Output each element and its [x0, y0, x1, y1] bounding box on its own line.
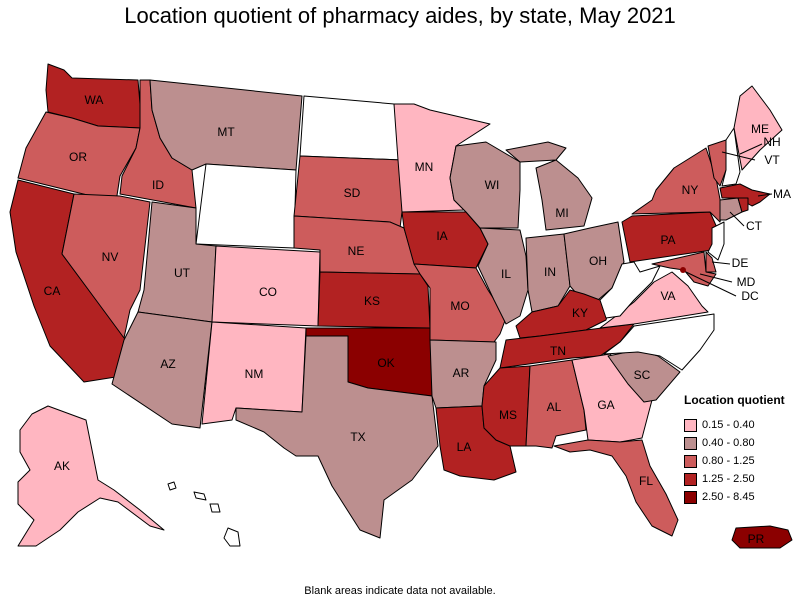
- state-label-ne: NE: [348, 244, 365, 258]
- map-title: Location quotient of pharmacy aides, by …: [124, 3, 676, 28]
- state-label-ia: IA: [436, 229, 447, 243]
- state-label-ky: KY: [572, 306, 588, 320]
- state-label-mo: MO: [450, 299, 469, 313]
- label-leaders: [685, 143, 773, 297]
- state-label-az: AZ: [160, 357, 175, 371]
- legend-swatch: [684, 436, 697, 450]
- state-label-il: IL: [501, 267, 511, 281]
- state-label-ar: AR: [453, 366, 470, 380]
- legend-swatch: [684, 472, 697, 486]
- state-label-fl: FL: [639, 474, 653, 488]
- legend-label: 0.40 - 0.80: [702, 437, 755, 449]
- legend-label: 2.50 - 8.45: [702, 491, 755, 503]
- state-label-pr: PR: [748, 532, 765, 546]
- state-ma[interactable]: [719, 183, 771, 207]
- legend-label: 0.15 - 0.40: [702, 419, 755, 431]
- state-label-ga: GA: [597, 398, 614, 412]
- state-il[interactable]: [477, 227, 529, 325]
- state-label-pa: PA: [660, 233, 675, 247]
- state-label-id: ID: [152, 178, 164, 192]
- state-label-in: IN: [544, 265, 556, 279]
- legend-swatch: [684, 418, 697, 432]
- state-label-nv: NV: [102, 250, 119, 264]
- state-vt[interactable]: [707, 139, 727, 187]
- state-label-md: MD: [737, 275, 756, 289]
- state-ak[interactable]: [17, 405, 165, 547]
- state-label-wa: WA: [85, 93, 104, 107]
- state-mo[interactable]: [413, 263, 507, 343]
- legend-item: 0.15 - 0.40: [684, 417, 800, 433]
- state-nj[interactable]: [707, 221, 725, 261]
- state-label-tn: TN: [550, 344, 566, 358]
- state-de[interactable]: [705, 251, 717, 273]
- state-fl[interactable]: [553, 439, 679, 537]
- state-label-me: ME: [751, 122, 769, 136]
- state-label-nm: NM: [245, 367, 264, 381]
- state-label-de: DE: [732, 256, 749, 270]
- state-nc[interactable]: [603, 313, 715, 371]
- state-nv[interactable]: [61, 193, 151, 339]
- state-label-la: LA: [457, 440, 472, 454]
- state-or[interactable]: [17, 111, 141, 203]
- legend-label: 0.80 - 1.25: [702, 455, 755, 467]
- state-label-sd: SD: [344, 186, 361, 200]
- legend-title: Location quotient: [684, 393, 785, 407]
- state-label-ms: MS: [499, 408, 517, 422]
- legend: Location quotient 0.15 - 0.40 0.40 - 0.80…: [684, 392, 800, 507]
- state-dc[interactable]: [680, 267, 686, 273]
- state-ks[interactable]: [317, 271, 431, 329]
- state-wi[interactable]: [449, 141, 521, 229]
- state-me[interactable]: [733, 85, 783, 171]
- state-label-ks: KS: [364, 294, 380, 308]
- state-label-ct: CT: [746, 219, 763, 233]
- legend-label: 1.25 - 2.50: [702, 473, 755, 485]
- state-ri[interactable]: [737, 197, 749, 213]
- state-label-mn: MN: [415, 160, 434, 174]
- state-pr[interactable]: [731, 525, 793, 549]
- state-label-ca: CA: [44, 284, 61, 298]
- state-label-va: VA: [660, 289, 675, 303]
- state-label-vt: VT: [764, 153, 780, 167]
- state-nd[interactable]: [299, 95, 403, 161]
- state-hi[interactable]: [167, 481, 241, 547]
- state-label-ma: MA: [773, 187, 791, 201]
- state-label-tx: TX: [350, 430, 365, 444]
- state-label-ak: AK: [54, 459, 70, 473]
- state-label-nh: NH: [763, 135, 780, 149]
- state-label-ut: UT: [174, 266, 191, 280]
- state-mi[interactable]: [505, 141, 593, 231]
- state-label-or: OR: [69, 150, 87, 164]
- state-label-mi: MI: [555, 206, 568, 220]
- state-label-wi: WI: [485, 178, 500, 192]
- state-mt[interactable]: [149, 79, 303, 171]
- legend-swatch: [684, 490, 697, 504]
- state-label-mt: MT: [217, 125, 235, 139]
- state-label-al: AL: [547, 400, 562, 414]
- state-label-oh: OH: [589, 254, 607, 268]
- legend-swatch: [684, 454, 697, 468]
- footnote: Blank areas indicate data not available.: [304, 585, 496, 597]
- state-label-sc: SC: [634, 368, 651, 382]
- state-label-ok: OK: [377, 356, 394, 370]
- legend-item: 0.80 - 1.25: [684, 453, 800, 469]
- legend-item: 1.25 - 2.50: [684, 471, 800, 487]
- state-wy[interactable]: [195, 163, 297, 249]
- state-label-co: CO: [259, 285, 277, 299]
- state-label-dc: DC: [741, 289, 759, 303]
- state-tx[interactable]: [235, 335, 439, 539]
- legend-item: 0.40 - 0.80: [684, 435, 800, 451]
- state-label-ny: NY: [682, 183, 699, 197]
- state-ny[interactable]: [631, 147, 723, 223]
- legend-item: 2.50 - 8.45: [684, 489, 800, 505]
